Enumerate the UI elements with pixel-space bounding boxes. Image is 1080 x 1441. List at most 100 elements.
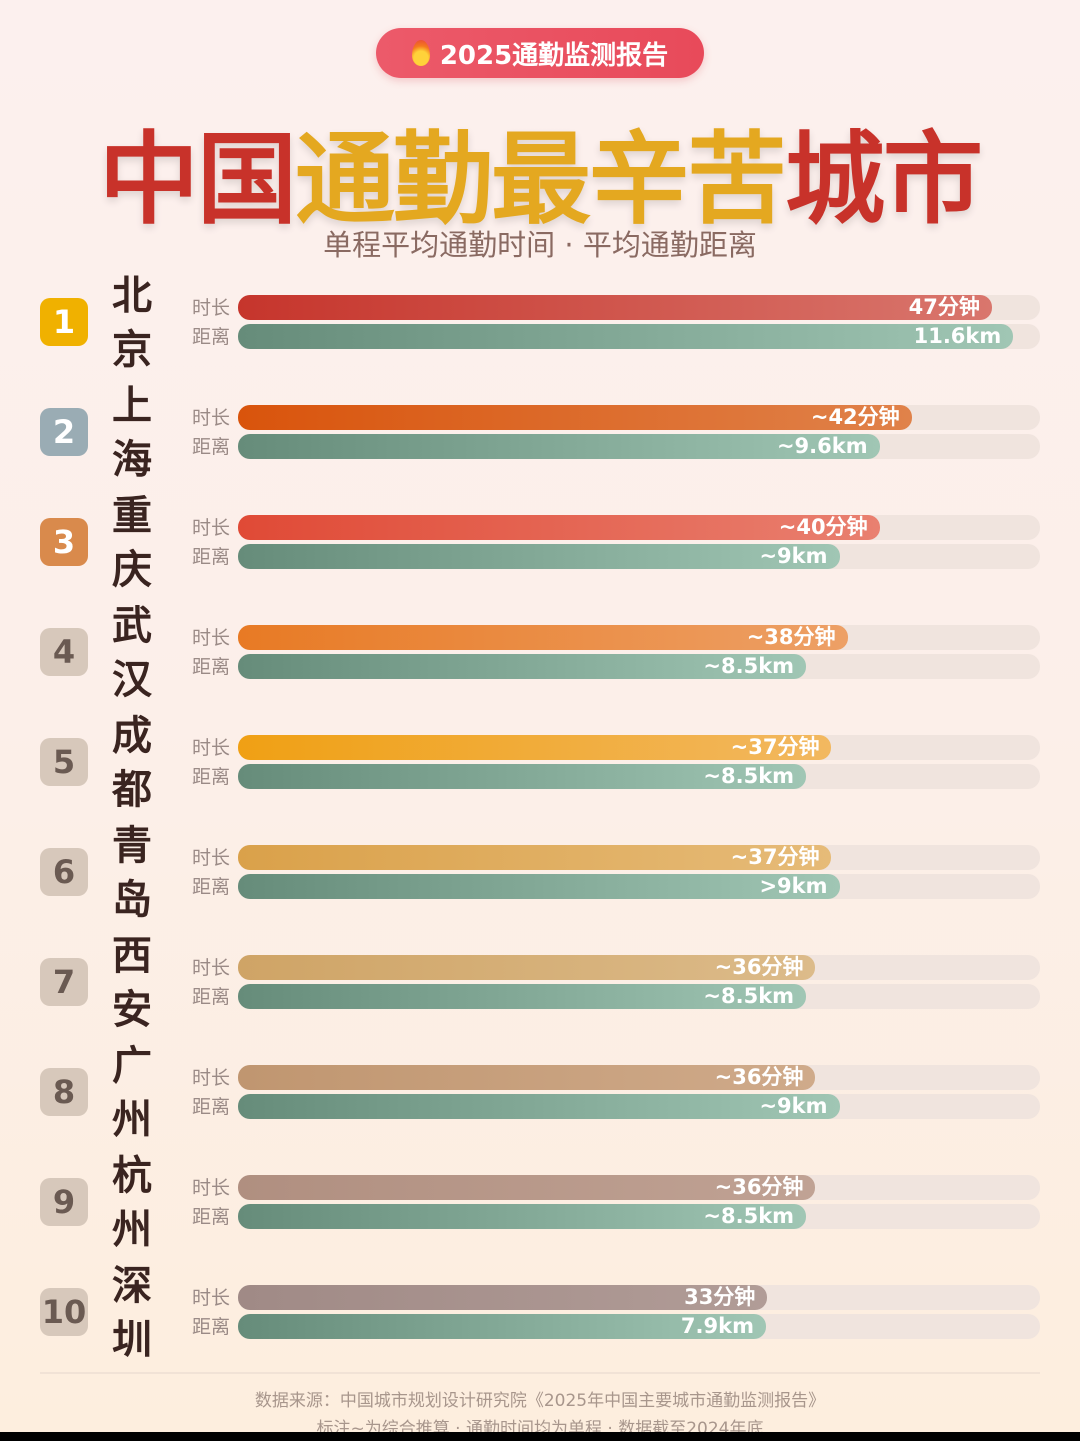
city-char: 广州 (112, 1043, 152, 1143)
distance-value: ~9km (759, 544, 828, 568)
distance-value: ~8.5km (703, 1204, 795, 1228)
city-char: 西安 (112, 933, 152, 1033)
time-label: 时长 (192, 517, 231, 539)
distance-label: 距离 (192, 1096, 231, 1118)
distance-label: 距离 (192, 876, 231, 898)
time-value: ~37分钟 (730, 735, 820, 759)
time-track: ~38分钟 (238, 625, 1040, 650)
city-char: 成都 (112, 713, 152, 813)
distance-value: ~8.5km (703, 984, 795, 1008)
time-bar: ~38分钟 (238, 625, 848, 650)
distance-value: 11.6km (913, 324, 1002, 348)
distance-label: 距离 (192, 1316, 231, 1338)
city-name: 武汉 (106, 599, 158, 707)
distance-bar: >9km (238, 874, 840, 899)
distance-track: ~9km (238, 544, 1040, 569)
bottom-edge (0, 1432, 1080, 1441)
rank-badge: 8 (40, 1068, 88, 1116)
time-value: ~40分钟 (778, 515, 868, 539)
city-row: 6 青岛 时长 距离 ~37分钟 >9km (0, 817, 1080, 927)
title-part: 城市 (785, 121, 983, 238)
time-track: 47分钟 (238, 295, 1040, 320)
distance-bar: ~8.5km (238, 654, 807, 679)
distance-value: >9km (759, 874, 828, 898)
city-name: 北京 (106, 269, 158, 377)
time-bar: ~36分钟 (238, 1175, 816, 1200)
report-badge-text: 2025通勤监测报告 (439, 40, 669, 71)
time-value: ~36分钟 (714, 955, 804, 979)
city-row: 5 成都 时长 距离 ~37分钟 ~8.5km (0, 707, 1080, 817)
time-value: ~37分钟 (730, 845, 820, 869)
time-label: 时长 (192, 1067, 231, 1089)
city-row: 7 西安 时长 距离 ~36分钟 ~8.5km (0, 927, 1080, 1037)
city-char: 青岛 (112, 823, 152, 923)
distance-bar: 7.9km (238, 1314, 766, 1339)
city-name: 青岛 (106, 819, 158, 927)
title-part: 中国 (99, 121, 297, 238)
time-track: ~37分钟 (238, 845, 1040, 870)
time-label: 时长 (192, 297, 231, 319)
distance-value: ~8.5km (703, 654, 795, 678)
city-row: 2 上海 时长 距离 ~42分钟 ~9.6km (0, 377, 1080, 487)
distance-bar: ~8.5km (238, 764, 807, 789)
time-value: ~42分钟 (810, 405, 900, 429)
city-row: 8 广州 时长 距离 ~36分钟 ~9km (0, 1037, 1080, 1147)
city-name: 重庆 (106, 489, 158, 597)
city-char: 重庆 (112, 493, 152, 593)
time-label: 时长 (192, 627, 231, 649)
distance-bar: ~9km (238, 1094, 840, 1119)
distance-label: 距离 (192, 436, 231, 458)
divider (40, 1372, 1040, 1374)
city-char: 北京 (112, 273, 152, 373)
time-label: 时长 (192, 957, 231, 979)
distance-bar: 11.6km (238, 324, 1014, 349)
city-row: 3 重庆 时长 距离 ~40分钟 ~9km (0, 487, 1080, 597)
city-char: 武汉 (112, 603, 152, 703)
distance-label: 距离 (192, 656, 231, 678)
time-bar: 47分钟 (238, 295, 992, 320)
page-title: 中国通勤最辛苦城市 (0, 98, 1080, 243)
rank-badge: 5 (40, 738, 88, 786)
distance-track: ~8.5km (238, 764, 1040, 789)
time-label: 时长 (192, 407, 231, 429)
time-label: 时长 (192, 847, 231, 869)
time-bar: 33分钟 (238, 1285, 768, 1310)
distance-bar: ~9km (238, 544, 840, 569)
distance-track: ~9.6km (238, 434, 1040, 459)
time-value: ~36分钟 (714, 1065, 804, 1089)
city-row: 1 北京 时长 距离 47分钟 11.6km (0, 267, 1080, 377)
time-value: 33分钟 (684, 1285, 756, 1309)
distance-label: 距离 (192, 1206, 231, 1228)
subtitle: 单程平均通勤时间 · 平均通勤距离 (323, 228, 757, 262)
city-name: 广州 (106, 1039, 158, 1147)
time-track: ~42分钟 (238, 405, 1040, 430)
time-label: 时长 (192, 1287, 231, 1309)
city-name: 深圳 (106, 1259, 158, 1367)
time-track: 33分钟 (238, 1285, 1040, 1310)
distance-bar: ~9.6km (238, 434, 880, 459)
distance-value: ~9.6km (776, 434, 868, 458)
rank-badge: 2 (40, 408, 88, 456)
data-source: 数据来源：中国城市规划设计研究院《2025年中国主要城市通勤监测报告》 (254, 1391, 826, 1411)
city-name: 上海 (106, 379, 158, 487)
rank-badge: 3 (40, 518, 88, 566)
distance-bar: ~8.5km (238, 1204, 807, 1229)
time-label: 时长 (192, 1177, 231, 1199)
rank-badge: 7 (40, 958, 88, 1006)
distance-label: 距离 (192, 986, 231, 1008)
distance-value: ~8.5km (703, 764, 795, 788)
distance-track: ~9km (238, 1094, 1040, 1119)
time-bar: ~37分钟 (238, 845, 832, 870)
time-bar: ~37分钟 (238, 735, 832, 760)
distance-track: ~8.5km (238, 1204, 1040, 1229)
distance-value: ~9km (759, 1094, 828, 1118)
distance-track: >9km (238, 874, 1040, 899)
city-char: 深圳 (112, 1263, 152, 1363)
city-char: 杭州 (112, 1153, 152, 1253)
time-track: ~36分钟 (238, 1175, 1040, 1200)
city-char: 上海 (112, 383, 152, 483)
distance-track: 11.6km (238, 324, 1040, 349)
rank-badge: 4 (40, 628, 88, 676)
flame-icon (411, 40, 430, 66)
time-value: 47分钟 (908, 295, 980, 319)
